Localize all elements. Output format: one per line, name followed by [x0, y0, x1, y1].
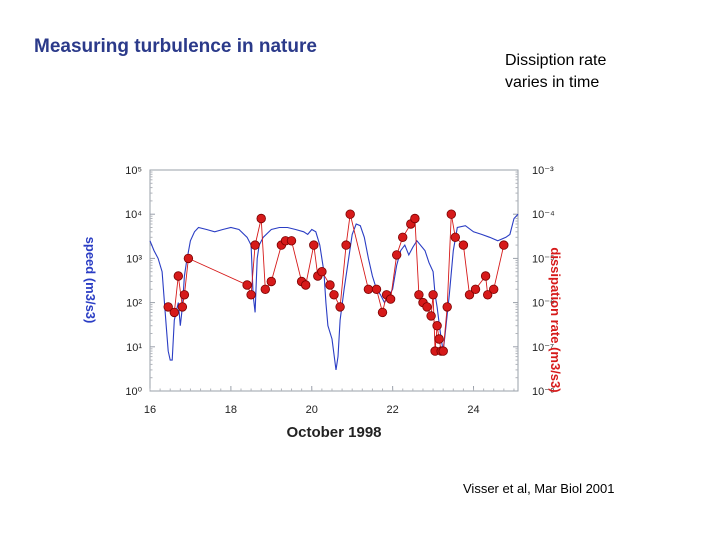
dissipation-point [335, 302, 345, 312]
dissipation-point [250, 240, 260, 250]
dissipation-point [483, 290, 493, 300]
left-tick-label: 10³ [126, 253, 142, 265]
dissipation-point [169, 307, 180, 318]
right-tick-label: 10⁻⁸ [532, 386, 555, 398]
left-tick-label: 10⁰ [125, 386, 142, 398]
left-axis-label: speed (m3/s3) [83, 237, 98, 324]
slide-title: Measuring turbulence in nature [34, 36, 317, 57]
dissipation-point [446, 209, 457, 219]
dissipation-point [246, 290, 256, 300]
right-tick-label: 10⁻³ [532, 165, 554, 177]
dissipation-point [260, 284, 271, 295]
subtitle-line-2: varies in time [505, 74, 600, 91]
dissipation-point [242, 280, 252, 290]
dissipation-point [301, 280, 311, 290]
left-tick-label: 10⁵ [125, 165, 142, 177]
right-tick-label: 10⁻⁴ [532, 209, 555, 221]
dissipation-point [398, 232, 408, 243]
dissipation-point [325, 280, 335, 290]
dissipation-point [480, 271, 491, 281]
subtitle-line-1: Dissiption rate [505, 52, 607, 69]
dissipation-point [377, 307, 388, 318]
plot-frame [149, 169, 519, 392]
dissipation-point [499, 240, 509, 250]
dissipation-point [458, 240, 469, 250]
left-tick-label: 10⁴ [125, 209, 142, 221]
dissipation-point [309, 240, 319, 250]
right-tick-label: 10⁻⁶ [532, 298, 555, 310]
x-tick-label: 16 [144, 404, 156, 416]
dissipation-point [266, 276, 277, 287]
dissipation-point [329, 290, 339, 300]
dissipation-point [392, 250, 402, 260]
dissipation-point [428, 290, 438, 300]
right-tick-label: 10⁻⁵ [532, 253, 555, 265]
dissipation-point [286, 236, 297, 246]
plot-frame-group [149, 169, 519, 392]
x-axis-label: October 1998 [286, 424, 381, 441]
x-tick-label: 24 [467, 404, 479, 416]
dissipation-point [414, 290, 424, 300]
dissipation-point [464, 290, 475, 300]
dissipation-point [434, 334, 444, 344]
x-tick-label: 22 [387, 404, 399, 416]
dissipation-point [163, 302, 173, 312]
dissipation-point [341, 240, 351, 250]
dissipation-point [470, 284, 481, 295]
dissipation-point [422, 302, 432, 312]
dissipation-point [317, 267, 327, 277]
x-tick-label: 18 [225, 404, 237, 416]
left-tick-label: 10¹ [126, 342, 142, 354]
x-tick-label: 20 [306, 404, 318, 416]
dissipation-point [426, 311, 436, 321]
dissipation-point [410, 213, 420, 224]
dissipation-point [432, 321, 442, 331]
dissipation-point [371, 284, 382, 295]
dissipation-point [177, 302, 188, 312]
slide-subtitle: Dissiption rate varies in time [505, 50, 606, 94]
dissipation-point [183, 253, 194, 264]
dissipation-point [179, 290, 190, 300]
right-axis-label: dissipation rate (m3/s3) [548, 247, 563, 392]
dissipation-point [438, 346, 448, 356]
point-series [163, 209, 509, 356]
dissipation-point [363, 284, 374, 295]
dissipation-point [489, 284, 499, 295]
dissipation-point [385, 294, 396, 304]
dissipation-point [256, 213, 266, 224]
right-tick-label: 10⁻⁷ [532, 342, 554, 354]
citation: Visser et al, Mar Biol 2001 [463, 481, 615, 496]
continuous-series [149, 213, 519, 370]
dissipation-point [442, 302, 452, 312]
dissipation-point [450, 232, 461, 243]
tick-marks [149, 169, 518, 392]
dissipation-point [173, 271, 184, 281]
dissipation-point [345, 209, 355, 219]
left-tick-label: 10² [126, 298, 142, 310]
tick-labels: 16 18 20 22 24 10⁰ 10¹ 10² 10³ 10⁴ 10⁵ 10⁻⁸ 10⁻⁷ 10⁻⁶… [125, 165, 555, 416]
speed-line [149, 213, 519, 370]
